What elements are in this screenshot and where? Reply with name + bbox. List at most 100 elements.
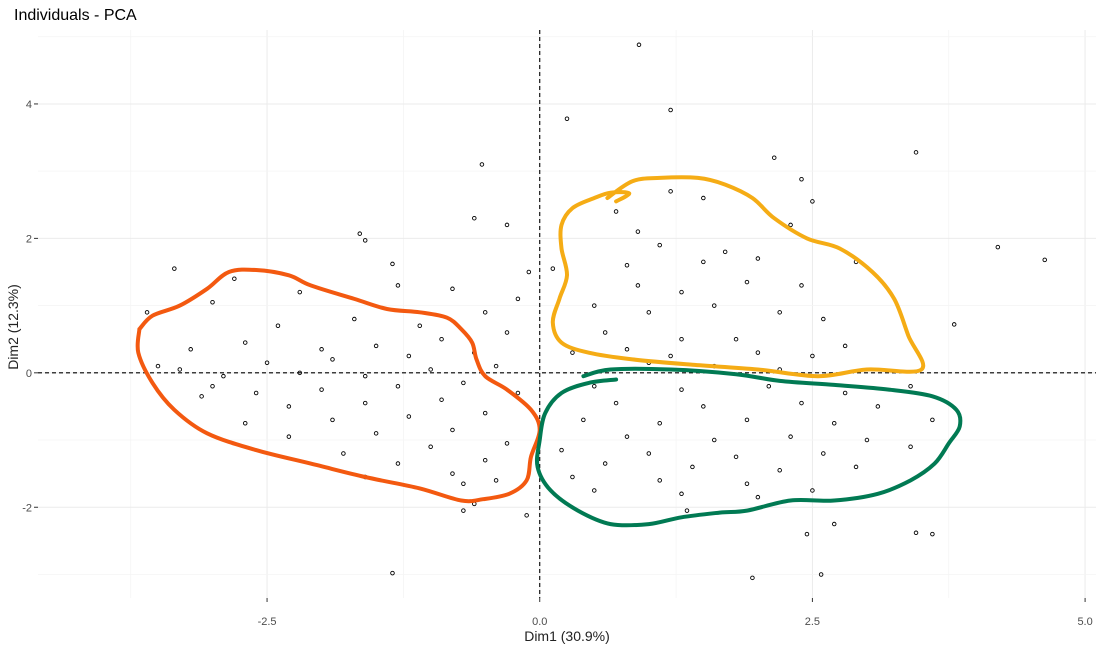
data-point (668, 107, 673, 113)
data-point (755, 256, 761, 261)
data-point (482, 310, 488, 315)
data-point (390, 570, 395, 576)
data-point (799, 283, 804, 288)
data-point (788, 434, 793, 439)
data-point (406, 414, 412, 419)
data-point (733, 454, 739, 460)
data-point (679, 491, 684, 497)
data-point (210, 299, 215, 305)
data-point (624, 434, 630, 439)
data-point (766, 384, 772, 389)
data-point (722, 249, 728, 255)
data-point (799, 176, 804, 182)
data-point (550, 266, 556, 271)
data-point (799, 400, 804, 406)
data-point (472, 215, 477, 221)
data-point (570, 474, 575, 480)
data-point (711, 303, 717, 308)
data-point (831, 521, 837, 527)
data-point (479, 162, 485, 167)
reference-lines (38, 30, 1096, 598)
data-point (482, 457, 488, 463)
y-tick-label: 2 (26, 233, 32, 245)
y-tick-label: -2 (22, 502, 32, 514)
data-point (373, 431, 379, 436)
data-point (417, 323, 423, 329)
data-point (526, 269, 532, 275)
data-point (755, 494, 761, 500)
data-point (679, 289, 684, 295)
data-point (286, 404, 292, 409)
data-point (319, 347, 324, 352)
data-point (679, 336, 684, 342)
data-point (253, 390, 259, 396)
data-point (853, 464, 859, 470)
data-point (210, 384, 215, 389)
data-point (657, 478, 662, 483)
data-point (341, 451, 346, 456)
data-point (810, 353, 815, 359)
data-point (930, 417, 935, 423)
data-point (777, 310, 782, 315)
data-point (221, 373, 226, 379)
data-point (668, 353, 673, 359)
y-axis-title: Dim2 (12.3%) (5, 284, 21, 370)
x-axis-title: Dim1 (30.9%) (524, 628, 610, 644)
data-point (439, 336, 444, 342)
data-point (275, 323, 281, 329)
data-point (913, 530, 919, 536)
data-point (711, 437, 717, 443)
data-point (264, 360, 270, 365)
data-point (461, 508, 466, 513)
data-point (864, 437, 870, 443)
data-point (821, 451, 826, 456)
data-point (390, 261, 395, 267)
data-point (995, 244, 1001, 250)
data-point (668, 189, 673, 194)
data-point (842, 343, 848, 349)
data-point (636, 42, 642, 48)
data-point (232, 276, 237, 281)
data-point (493, 363, 499, 369)
data-point (395, 461, 401, 466)
data-point (810, 199, 815, 204)
data-point (504, 330, 510, 335)
data-point (635, 229, 641, 234)
data-point (831, 420, 837, 426)
data-point (875, 404, 881, 409)
data-point (701, 195, 706, 201)
scatter-points (144, 42, 1047, 581)
data-point (592, 303, 597, 308)
data-point (635, 283, 641, 288)
data-point (297, 289, 303, 295)
data-point (373, 343, 379, 349)
data-point (613, 209, 619, 214)
data-point (913, 150, 919, 155)
data-point (804, 531, 810, 537)
data-point (818, 572, 824, 577)
data-point (570, 350, 575, 355)
data-point (592, 488, 597, 493)
data-point (482, 410, 488, 416)
data-point (646, 451, 652, 456)
hand-drawn-outlines (135, 175, 963, 528)
grid-lines (38, 30, 1096, 598)
data-point (450, 286, 455, 292)
x-tick-label: 2.5 (805, 616, 820, 628)
data-point (297, 370, 303, 376)
data-point (504, 441, 510, 446)
data-point (755, 350, 761, 355)
x-tick-label: 5.0 (1077, 616, 1092, 628)
data-point (395, 384, 401, 389)
data-point (810, 488, 815, 493)
data-point (199, 394, 204, 399)
data-point (461, 380, 466, 386)
data-point (908, 444, 913, 450)
data-point (362, 400, 368, 406)
data-point (690, 464, 695, 470)
data-point (701, 259, 706, 265)
chart-title: Individuals - PCA (14, 7, 137, 24)
data-point (613, 400, 619, 406)
data-point (684, 508, 690, 513)
data-point (602, 330, 608, 335)
